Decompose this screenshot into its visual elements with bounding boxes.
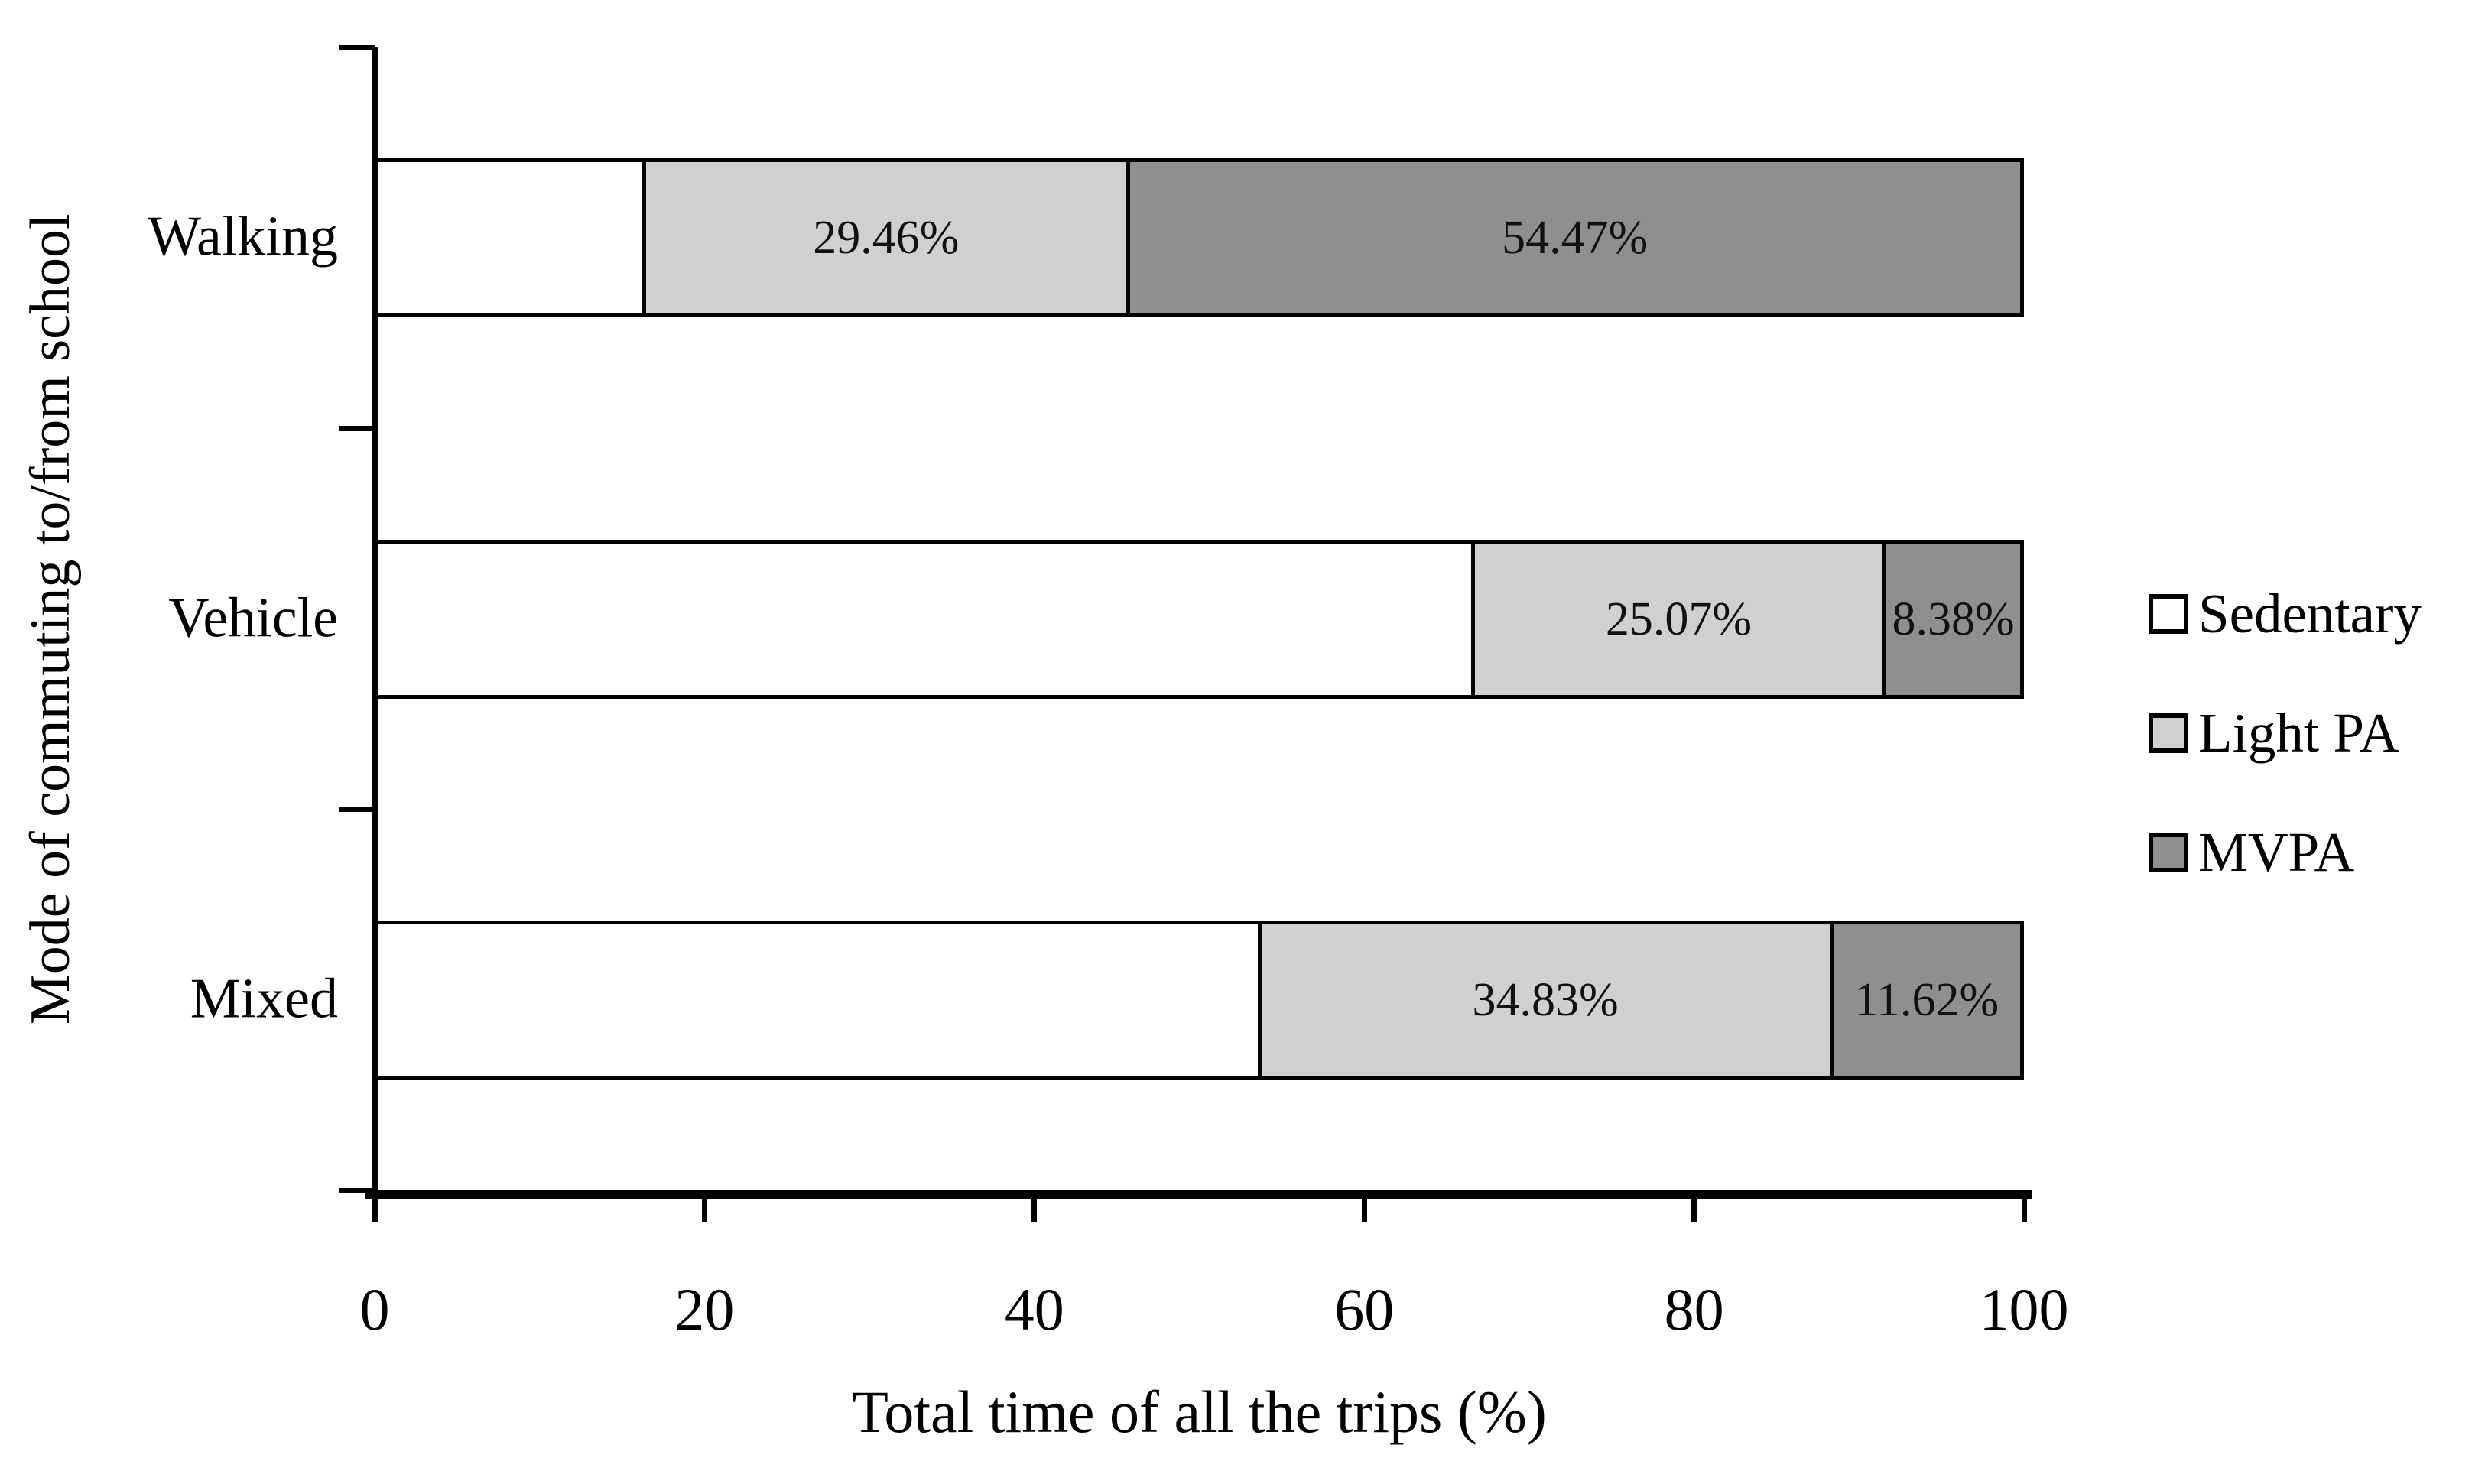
legend-item: Sedentary [2149,586,2422,641]
bar-segment: 54.47% [1126,162,2020,314]
x-tick-label: 20 [674,1276,735,1343]
x-axis-line [365,1190,2032,1199]
x-tick-label: 100 [1979,1276,2069,1343]
bar-segment [378,543,1471,695]
legend-swatch-icon [2149,832,2188,872]
legend-swatch-icon [2149,593,2188,634]
x-tick-label: 60 [1334,1276,1395,1343]
bar-row: 29.46% 54.47% [375,158,2024,318]
bar-segment [378,162,643,314]
y-tick [339,1187,375,1193]
legend-item-label: Light PA [2198,702,2400,764]
legend-item: MVPA [2149,824,2422,880]
bar-segment-label: 34.83% [1472,973,1619,1026]
bar-segment [378,924,1258,1076]
x-tick [701,1193,707,1222]
category-label: Mixed [190,967,338,1031]
bar-segment: 11.62% [1829,924,2020,1076]
legend-item-label: Sedentary [2198,583,2422,645]
bar-row: 25.07% 8.38% [375,539,2024,699]
bar-segment-label: 29.46% [813,212,960,265]
legend-swatch-icon [2149,713,2188,753]
x-tick [1691,1193,1697,1222]
bar-segment: 34.83% [1257,924,1830,1076]
bar-segment-label: 11.62% [1854,973,1999,1026]
legend-item-label: MVPA [2198,821,2355,883]
x-tick [1361,1193,1367,1222]
x-axis-title: Total time of all the trips (%) [852,1378,1547,1445]
bar-segment-label: 54.47% [1502,212,1649,265]
x-tick [372,1193,378,1222]
bar-segment: 8.38% [1882,543,2020,695]
x-tick [2021,1193,2027,1222]
y-tick [339,425,375,431]
category-label: Vehicle [168,586,338,650]
x-tick-label: 80 [1664,1276,1724,1343]
y-tick [339,807,375,813]
legend-item: Light PA [2149,705,2422,761]
bar-segment: 29.46% [642,162,1126,314]
y-tick [339,44,375,50]
bar-segment-label: 25.07% [1605,593,1752,645]
plot-area: 0 20 40 60 80 100 29.46% 54.47% 25.07% 8.38% 34.83… [339,44,2069,1339]
legend: Sedentary Light PA MVPA [2149,586,2422,880]
x-tick [1031,1193,1038,1222]
category-label: Walking [148,205,338,268]
x-tick-label: 40 [1004,1276,1064,1343]
bar-row: 34.83% 11.62% [375,920,2024,1080]
bar-segment: 25.07% [1470,543,1883,695]
x-tick-label: 0 [359,1276,390,1343]
bar-segment-label: 8.38% [1892,593,2015,645]
